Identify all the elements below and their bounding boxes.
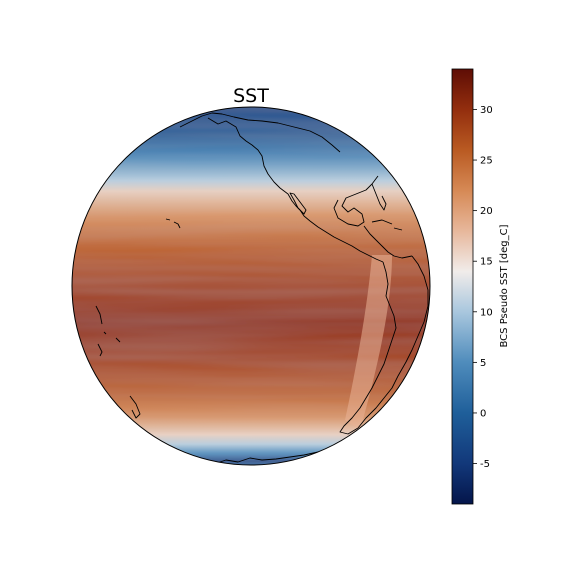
colorbar-bar — [451, 68, 474, 505]
globe-outline — [71, 106, 431, 466]
coastline-florida — [371, 183, 387, 211]
colorbar-tick-label: 5 — [480, 358, 486, 369]
coastline-south-america-east — [357, 255, 429, 429]
coastlines — [95, 112, 429, 465]
coastline-antarctica — [213, 448, 331, 465]
coastline-hawaii — [165, 218, 181, 229]
colorbar-tick-label: -5 — [480, 459, 490, 470]
colorbar-ticks: -5 0 5 10 15 20 25 30 — [473, 105, 493, 470]
coastline-baja-california — [289, 192, 307, 215]
map-title: SST — [233, 85, 269, 107]
colorbar-tick-label: 0 — [480, 408, 486, 419]
colorbar-tick-label: 15 — [480, 257, 493, 268]
colorbar-tick-label: 20 — [480, 206, 493, 217]
colorbar-tick-label: 25 — [480, 156, 493, 167]
colorbar-tick-label: 10 — [480, 307, 493, 318]
coastline-north-america — [207, 117, 384, 263]
coastal-cool-tongue — [345, 255, 392, 430]
colorbar-label: BCS Pseudo SST [deg_C] — [499, 224, 510, 347]
colorbar-tick-label: 30 — [480, 105, 493, 116]
coastline-antarctic-peninsula — [129, 395, 141, 419]
coastline-central-america — [363, 225, 413, 259]
coastline-south-america — [339, 261, 397, 435]
colorbar: -5 0 5 10 15 20 25 30 BCS Pseudo SST [deg_C] — [451, 68, 510, 505]
coastline-alaska — [179, 112, 341, 153]
coastline-pacific-islands — [103, 331, 121, 343]
globe — [71, 106, 431, 466]
coastline-gulf-of-mexico — [333, 175, 379, 227]
coastline-new-zealand — [95, 305, 103, 357]
coastline-caribbean-islands — [371, 219, 403, 231]
